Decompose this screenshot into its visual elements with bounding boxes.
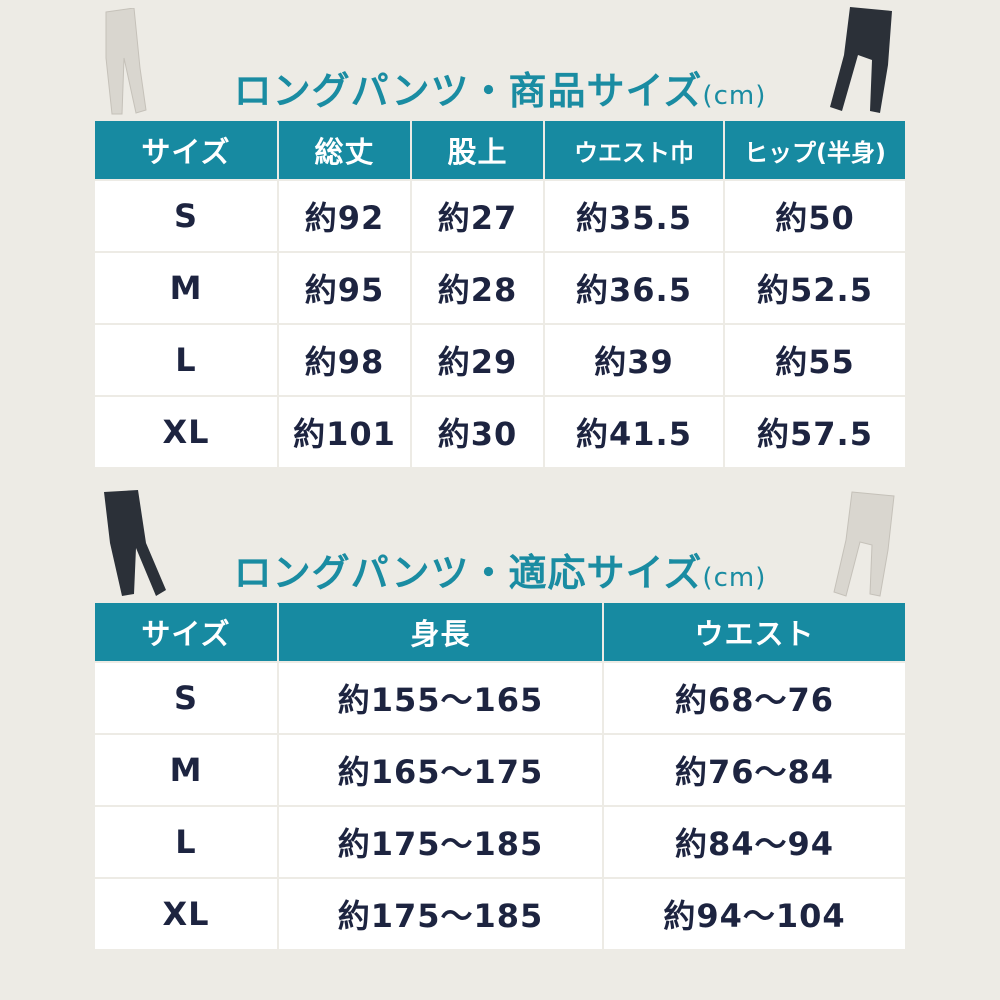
size-cell: L (95, 325, 277, 395)
value-cell: 約95 (279, 253, 410, 323)
header-cell: ウエスト巾 (545, 121, 723, 179)
pants-light-icon (833, 491, 895, 597)
value-cell: 約27 (412, 181, 543, 251)
size-cell: M (95, 735, 277, 805)
size-cell: L (95, 807, 277, 877)
header-cell: 身長 (279, 603, 602, 661)
size-cell: S (95, 663, 277, 733)
title-text: ロングパンツ・適応サイズ (233, 551, 703, 595)
value-cell: 約175〜185 (279, 879, 602, 949)
unit-text: (cm) (702, 563, 767, 593)
value-cell: 約36.5 (545, 253, 723, 323)
value-cell: 約50 (725, 181, 905, 251)
value-cell: 約30 (412, 397, 543, 467)
value-cell: 約94〜104 (604, 879, 905, 949)
value-cell: 約98 (279, 325, 410, 395)
size-cell: XL (95, 879, 277, 949)
header-cell: サイズ (95, 603, 277, 661)
value-cell: 約76〜84 (604, 735, 905, 805)
value-cell: 約41.5 (545, 397, 723, 467)
value-cell: 約165〜175 (279, 735, 602, 805)
fit-size-table: サイズ 身長 ウエスト S 約155〜165 約68〜76 M 約165〜175 約76〜… (95, 603, 905, 949)
value-cell: 約92 (279, 181, 410, 251)
product-size-title: ロングパンツ・商品サイズ(cm) (0, 60, 1000, 115)
value-cell: 約84〜94 (604, 807, 905, 877)
size-cell: M (95, 253, 277, 323)
value-cell: 約68〜76 (604, 663, 905, 733)
value-cell: 約52.5 (725, 253, 905, 323)
pants-dark-icon (830, 7, 892, 113)
value-cell: 約57.5 (725, 397, 905, 467)
pants-dark-icon (104, 490, 166, 596)
header-cell: 股上 (412, 121, 543, 179)
title-text: ロングパンツ・商品サイズ (233, 69, 703, 113)
size-cell: S (95, 181, 277, 251)
header-cell: ヒップ(半身) (725, 121, 905, 179)
header-cell: サイズ (95, 121, 277, 179)
value-cell: 約29 (412, 325, 543, 395)
pants-light-icon (105, 8, 147, 115)
header-cell: 総丈 (279, 121, 410, 179)
value-cell: 約39 (545, 325, 723, 395)
fit-size-title: ロングパンツ・適応サイズ(cm) (0, 542, 1000, 597)
value-cell: 約55 (725, 325, 905, 395)
value-cell: 約101 (279, 397, 410, 467)
product-size-table: サイズ 総丈 股上 ウエスト巾 ヒップ(半身) S 約92 約27 約35.5 約50 M… (95, 121, 905, 467)
unit-text: (cm) (702, 81, 767, 111)
header-cell: ウエスト (604, 603, 905, 661)
value-cell: 約155〜165 (279, 663, 602, 733)
size-cell: XL (95, 397, 277, 467)
value-cell: 約28 (412, 253, 543, 323)
value-cell: 約35.5 (545, 181, 723, 251)
value-cell: 約175〜185 (279, 807, 602, 877)
